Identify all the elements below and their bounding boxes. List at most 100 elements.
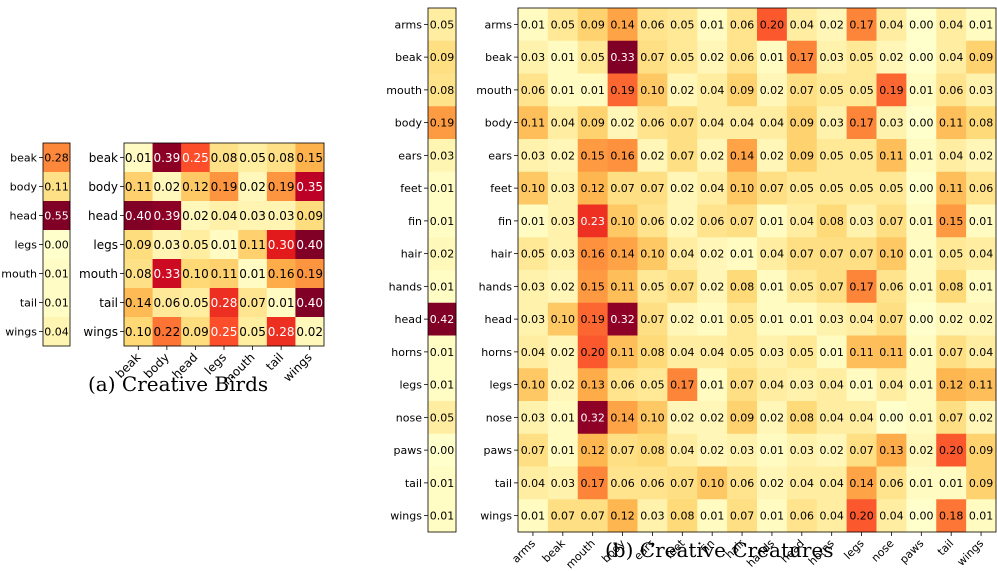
cell-value-label: 0.06 [969, 182, 994, 195]
heatmap-cell [786, 139, 818, 173]
cell-value-label: 0.12 [939, 379, 964, 392]
heatmap-cell [518, 433, 549, 467]
heatmap-cell [846, 8, 877, 42]
heatmap-cell [209, 201, 239, 231]
heatmap-cell [936, 499, 967, 533]
heatmap-cell [637, 433, 668, 467]
cell-value-label: 0.10 [730, 182, 755, 195]
heatmap-cell [697, 499, 728, 533]
heatmap-cell [697, 8, 728, 42]
heatmap-cell [667, 237, 698, 271]
heatmap-cell [936, 8, 967, 42]
heatmap-cell [816, 368, 848, 402]
heatmap-cell [518, 73, 549, 107]
heatmap-cell [518, 270, 549, 304]
heatmap-cell [786, 335, 818, 369]
cell-value-label: 0.01 [44, 267, 69, 280]
heatmap-cell [577, 302, 609, 336]
heatmap-cell [518, 401, 549, 435]
cell-value-label: 0.05 [640, 379, 665, 392]
heatmap-cell [607, 433, 638, 467]
y-tick-label: body [395, 117, 423, 130]
heatmap-cell [428, 139, 457, 173]
cell-value-label: 0.01 [849, 379, 874, 392]
cell-value-label: 0.00 [909, 510, 934, 523]
heatmap-cell [607, 204, 638, 238]
heatmap-cell [607, 368, 638, 402]
cell-value-label: 0.01 [909, 215, 934, 228]
cell-value-label: 0.04 [44, 325, 69, 338]
cell-value-label: 0.07 [760, 182, 785, 195]
cell-value-label: 0.02 [760, 411, 785, 424]
cell-value-label: 0.02 [760, 477, 785, 490]
cell-value-label: 0.19 [430, 117, 455, 130]
heatmap-cell [43, 317, 71, 347]
cell-value-label: 0.07 [670, 117, 695, 130]
y-tick-label: legs [14, 238, 37, 251]
heatmap-cell [876, 302, 907, 336]
cell-value-label: 0.05 [790, 280, 815, 293]
cell-value-label: 0.04 [700, 182, 725, 195]
cell-value-label: 0.04 [760, 117, 785, 130]
cell-value-label: 0.12 [580, 444, 605, 457]
heatmap-cell [786, 204, 818, 238]
heatmap-cell [727, 433, 758, 467]
cell-value-label: 0.08 [670, 510, 695, 523]
cell-value-label: 0.07 [730, 215, 755, 228]
cell-value-label: 0.17 [849, 117, 874, 130]
cell-value-label: 0.03 [730, 444, 755, 457]
heatmap-cell [607, 237, 638, 271]
y-tick-label: hands [389, 280, 423, 293]
y-tick-label: feet [400, 182, 422, 195]
heatmap-cell [757, 204, 788, 238]
heatmap-cell [607, 73, 638, 107]
heatmap-cell [547, 204, 579, 238]
cell-value-label: 0.07 [580, 510, 605, 523]
heatmap-cell [816, 499, 848, 533]
heatmap-cell [667, 73, 698, 107]
cell-value-label: 0.06 [610, 379, 635, 392]
heatmap-cell [577, 368, 609, 402]
cell-value-label: 0.11 [521, 117, 546, 130]
heatmap-cell [846, 401, 877, 435]
heatmap-cell [428, 335, 457, 369]
heatmap-cell [727, 8, 758, 42]
cell-value-label: 0.07 [551, 510, 576, 523]
cell-value-label: 0.07 [730, 379, 755, 392]
heatmap-cell [876, 237, 907, 271]
cell-value-label: 0.12 [580, 182, 605, 195]
heatmap-cell [518, 237, 549, 271]
cell-value-label: 0.40 [296, 238, 323, 252]
cell-value-label: 0.10 [640, 248, 665, 261]
heatmap-cell [816, 204, 848, 238]
cell-value-label: 0.05 [819, 84, 844, 97]
cell-value-label: 0.04 [790, 215, 815, 228]
cell-value-label: 0.06 [879, 477, 904, 490]
y-tick-label: head [485, 313, 512, 326]
cell-value-label: 0.08 [969, 117, 994, 130]
cell-value-label: 0.30 [268, 238, 295, 252]
y-tick-label: mouth [476, 84, 512, 97]
heatmap-cell [428, 401, 457, 435]
cell-value-label: 0.05 [430, 411, 455, 424]
heatmap-cell [547, 40, 579, 74]
cell-value-label: 0.05 [819, 149, 844, 162]
heatmap-cell [906, 237, 937, 271]
heatmap-cell [637, 466, 668, 500]
cell-value-label: 0.05 [730, 313, 755, 326]
heatmap-cell [846, 335, 877, 369]
heatmap-cell [209, 259, 239, 289]
x-tick-label: wings [955, 537, 987, 569]
heatmap-cell [906, 106, 937, 140]
cell-value-label: 0.05 [580, 51, 605, 64]
heatmap-cell [966, 302, 997, 336]
cell-value-label: 0.19 [879, 84, 904, 97]
cell-value-label: 0.01 [430, 379, 455, 392]
heatmap-cell [816, 8, 848, 42]
cell-value-label: 0.03 [268, 209, 295, 223]
heatmap-cell [152, 288, 182, 318]
heatmap-cell [637, 335, 668, 369]
cell-value-label: 0.04 [939, 149, 964, 162]
cell-value-label: 0.13 [580, 379, 605, 392]
